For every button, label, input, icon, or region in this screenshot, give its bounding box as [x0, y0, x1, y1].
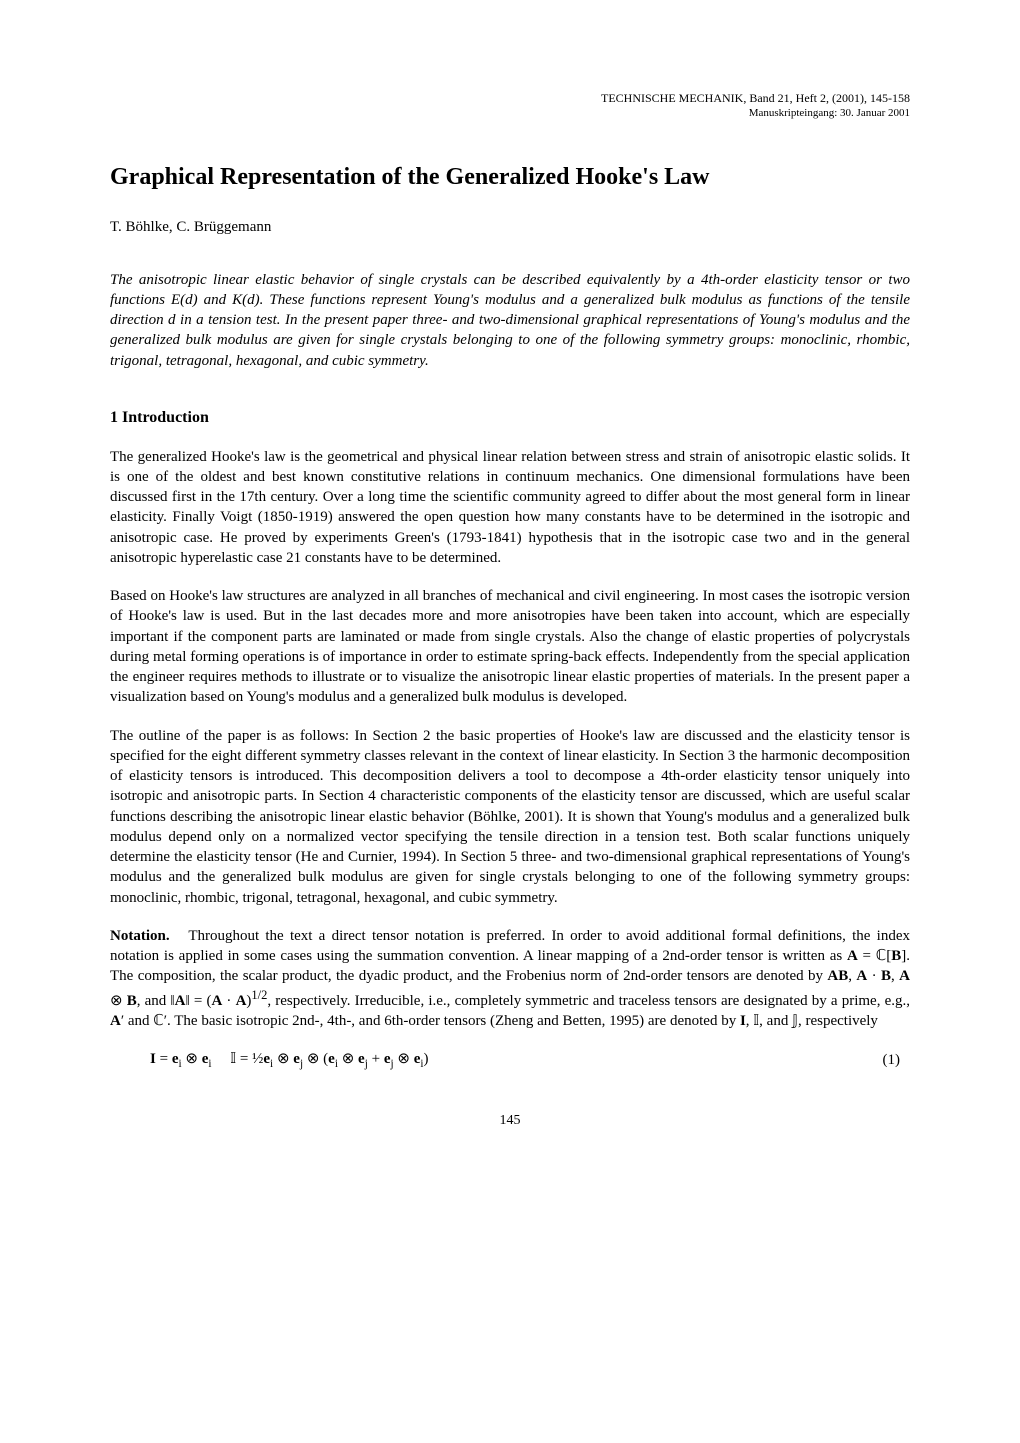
received-line: Manuskripteingang: 30. Januar 2001: [110, 106, 910, 121]
equation-content: I = ei ⊗ ei 𝕀 = ½ei ⊗ ej ⊗ (ei ⊗ ej + ej…: [150, 1049, 429, 1072]
equation-1: I = ei ⊗ ei 𝕀 = ½ei ⊗ ej ⊗ (ei ⊗ ej + ej…: [150, 1049, 910, 1072]
authors: T. Böhlke, C. Brüggemann: [110, 217, 910, 237]
notation-text: Throughout the text a direct tensor nota…: [110, 928, 910, 1029]
intro-paragraph-2: Based on Hooke's law structures are anal…: [110, 586, 910, 708]
notation-label: Notation.: [110, 928, 170, 944]
page-number: 145: [110, 1112, 910, 1131]
journal-header: TECHNISCHE MECHANIK, Band 21, Heft 2, (2…: [110, 90, 910, 121]
paper-title: Graphical Representation of the Generali…: [110, 161, 910, 193]
intro-paragraph-1: The generalized Hooke's law is the geome…: [110, 447, 910, 569]
section-heading: 1 Introduction: [110, 407, 910, 429]
journal-line: TECHNISCHE MECHANIK, Band 21, Heft 2, (2…: [110, 90, 910, 106]
abstract: The anisotropic linear elastic behavior …: [110, 270, 910, 371]
equation-number: (1): [883, 1050, 901, 1070]
intro-paragraph-3: The outline of the paper is as follows: …: [110, 726, 910, 908]
notation-paragraph: Notation. Throughout the text a direct t…: [110, 926, 910, 1031]
